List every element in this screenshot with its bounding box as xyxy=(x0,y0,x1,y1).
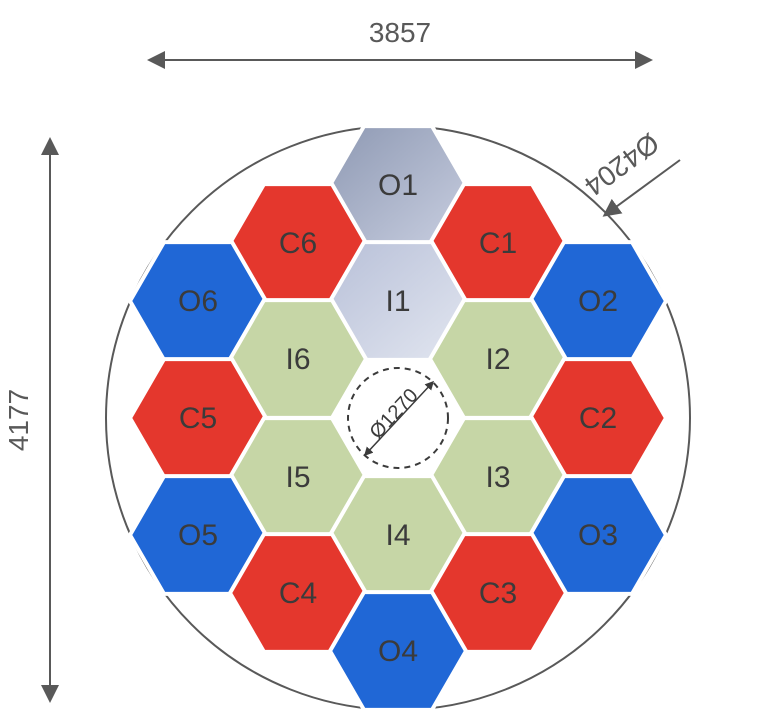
hex-label-c1: C1 xyxy=(479,227,517,260)
hex-label-i1: I1 xyxy=(385,285,410,318)
hex-label-o5: O5 xyxy=(178,519,218,552)
hex-label-o1: O1 xyxy=(378,169,418,202)
hex-label-o4: O4 xyxy=(378,635,418,668)
hex-label-o6: O6 xyxy=(178,285,218,318)
hex-label-i5: I5 xyxy=(285,461,310,494)
hex-label-c5: C5 xyxy=(179,402,217,435)
hex-label-i2: I2 xyxy=(485,343,510,376)
hex-label-i4: I4 xyxy=(385,519,410,552)
hex-label-c2: C2 xyxy=(579,402,617,435)
hex-label-i3: I3 xyxy=(485,461,510,494)
hex-label-c3: C3 xyxy=(479,577,517,610)
hex-label-o3: O3 xyxy=(578,519,618,552)
outer-diameter-label: Ø4204 xyxy=(579,127,665,202)
diagram-stage: O1C6C1O6I1O2I6I2C5C2I5I3O5I4O3C4C3O4 Ø12… xyxy=(0,0,764,718)
hex-label-c6: C6 xyxy=(279,227,317,260)
hex-label-c4: C4 xyxy=(279,577,317,610)
top-dimension-label: 3857 xyxy=(369,17,431,48)
hex-label-o2: O2 xyxy=(578,285,618,318)
left-dimension-label: 4177 xyxy=(3,389,34,451)
diagram-svg: O1C6C1O6I1O2I6I2C5C2I5I3O5I4O3C4C3O4 Ø12… xyxy=(0,0,764,718)
hex-label-i6: I6 xyxy=(285,343,310,376)
